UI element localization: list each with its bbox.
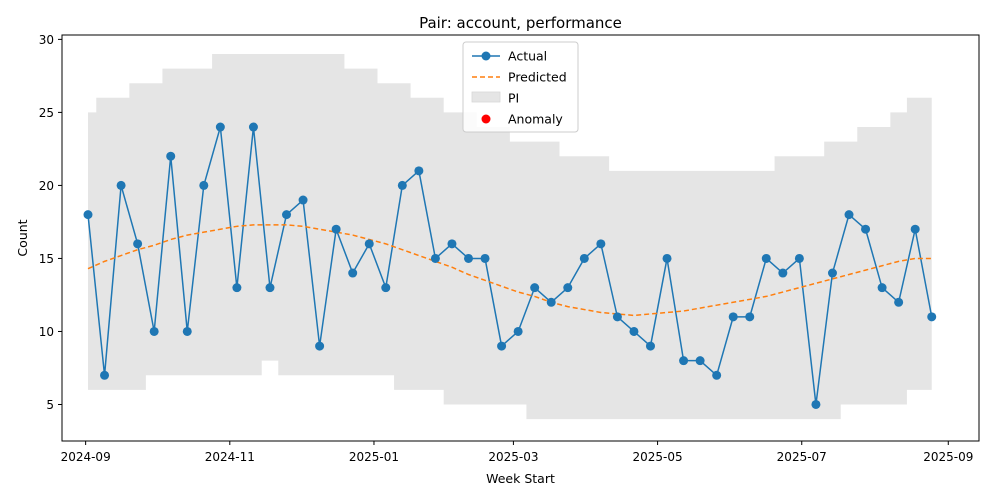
legend-actual-label: Actual <box>508 49 547 64</box>
actual-point <box>315 341 325 351</box>
actual-point <box>596 239 606 249</box>
actual-point <box>348 268 358 278</box>
x-axis-title: Week Start <box>486 471 555 486</box>
actual-point <box>282 210 292 220</box>
actual-point <box>530 283 540 293</box>
actual-point <box>844 210 854 220</box>
actual-point <box>497 341 507 351</box>
actual-point <box>331 224 341 234</box>
actual-point <box>83 210 93 220</box>
actual-point <box>645 341 655 351</box>
actual-point <box>910 224 920 234</box>
actual-point <box>546 297 556 307</box>
predicted-series-line <box>87 224 932 317</box>
x-tick-label: 2025-07 <box>777 450 827 464</box>
actual-point <box>712 370 722 380</box>
legend-predicted-label: Predicted <box>508 70 567 85</box>
actual-point <box>414 166 424 176</box>
actual-point <box>728 312 738 322</box>
y-axis: 5 10 15 20 25 30 <box>39 33 62 412</box>
actual-point <box>745 312 755 322</box>
actual-point <box>381 283 391 293</box>
actual-point <box>794 253 804 263</box>
actual-point <box>877 283 887 293</box>
y-tick-label: 25 <box>39 106 54 120</box>
x-tick-label: 2025-03 <box>488 450 538 464</box>
y-tick-label: 30 <box>39 33 54 47</box>
actual-point <box>116 180 126 190</box>
actual-point <box>133 239 143 249</box>
plot-area <box>83 53 937 420</box>
actual-point <box>811 399 821 409</box>
actual-point <box>894 297 904 307</box>
x-tick-label: 2025-09 <box>923 450 973 464</box>
actual-point <box>447 239 457 249</box>
actual-point <box>182 326 192 336</box>
actual-point <box>629 326 639 336</box>
y-axis-title: Count <box>15 219 30 256</box>
actual-point <box>149 326 159 336</box>
actual-series-line <box>87 126 933 406</box>
actual-point <box>480 253 490 263</box>
actual-point <box>298 195 308 205</box>
legend-box <box>462 41 579 133</box>
legend-anomaly-label: Anomaly <box>508 112 563 127</box>
x-tick-label: 2024-09 <box>61 450 111 464</box>
legend-actual-marker <box>481 51 491 61</box>
actual-point <box>861 224 871 234</box>
y-tick-label: 20 <box>39 179 54 193</box>
actual-point <box>166 151 176 161</box>
actual-point <box>679 356 689 366</box>
legend: Actual Predicted PI Anomaly <box>462 41 579 133</box>
actual-point <box>248 122 258 132</box>
actual-point <box>778 268 788 278</box>
actual-point <box>364 239 374 249</box>
legend-pi-label: PI <box>508 91 519 106</box>
y-tick-label: 5 <box>46 398 54 412</box>
chart-title: Pair: account, performance <box>419 14 622 32</box>
plot-frame <box>61 34 980 442</box>
actual-point <box>215 122 225 132</box>
actual-point <box>464 253 474 263</box>
actual-point <box>265 283 275 293</box>
actual-point <box>199 180 209 190</box>
actual-point <box>612 312 622 322</box>
actual-point <box>579 253 589 263</box>
actual-point <box>662 253 672 263</box>
y-tick-label: 10 <box>39 325 54 339</box>
y-tick-label: 15 <box>39 252 54 266</box>
prediction-interval-band <box>88 53 932 420</box>
actual-point <box>430 253 440 263</box>
actual-point <box>827 268 837 278</box>
legend-pi-swatch <box>471 91 501 103</box>
actual-point <box>761 253 771 263</box>
actual-point <box>232 283 242 293</box>
actual-point <box>927 312 937 322</box>
actual-point <box>563 283 573 293</box>
actual-point <box>397 180 407 190</box>
x-tick-label: 2024-11 <box>205 450 255 464</box>
x-axis: 2024-09 2024-11 2025-01 2025-03 2025-05 2025-… <box>61 441 973 464</box>
actual-point <box>695 356 705 366</box>
actual-point <box>513 326 523 336</box>
x-tick-label: 2025-05 <box>633 450 683 464</box>
x-tick-label: 2025-01 <box>349 450 399 464</box>
legend-anomaly-marker <box>481 114 491 124</box>
actual-point <box>100 370 110 380</box>
